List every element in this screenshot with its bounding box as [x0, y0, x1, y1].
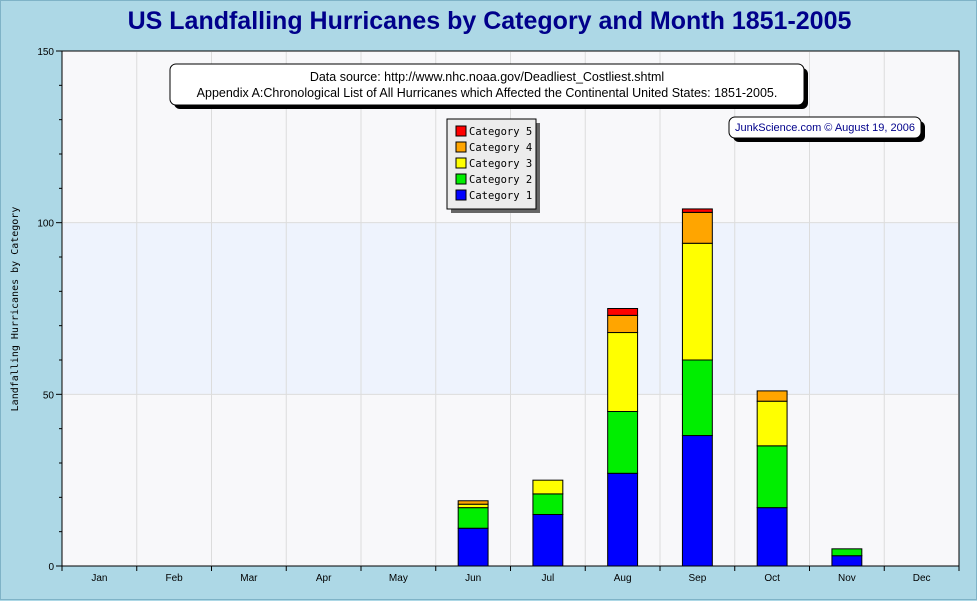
credit-text: JunkScience.com © August 19, 2006 [735, 122, 915, 134]
x-tick-label: Nov [838, 573, 856, 584]
bar-segment [457, 527, 489, 567]
y-tick-label: 150 [37, 47, 54, 58]
legend-swatch [455, 157, 467, 169]
bar-segment [532, 493, 564, 515]
bar-segment [532, 479, 564, 495]
x-tick-label: Oct [764, 573, 780, 584]
bar-segment [681, 208, 713, 213]
source-note-line1: Data source: http://www.nhc.noaa.gov/Dea… [310, 70, 664, 84]
bar-segment [681, 211, 713, 244]
legend-swatch [455, 141, 467, 153]
x-tick-label: Jan [91, 573, 107, 584]
bar-segment [457, 507, 489, 529]
bar-segment [831, 548, 863, 557]
x-tick-label: Aug [614, 573, 632, 584]
chart-title: US Landfalling Hurricanes by Category an… [127, 7, 852, 35]
bar-segment [681, 359, 713, 437]
bar-segment [607, 314, 639, 334]
legend-label: Category 2 [469, 174, 532, 186]
bar-segment [457, 503, 489, 509]
credit-box: JunkScience.com © August 19, 2006 [728, 116, 925, 142]
bar-segment [607, 308, 639, 316]
legend-swatch [455, 125, 467, 137]
legend-swatch [455, 173, 467, 185]
x-tick-label: Jul [541, 573, 554, 584]
axes: 0 50 100 150 Jan Feb Mar Apr May Jun Jul Aug Sep Oct N… [37, 47, 960, 584]
bar-segment [756, 390, 788, 402]
source-note: Data source: http://www.nhc.noaa.gov/Dea… [169, 63, 808, 109]
bar-segment [532, 514, 564, 567]
x-tick-label: Dec [913, 573, 931, 584]
y-axis-label: Landfalling Hurricanes by Category [10, 207, 21, 412]
bar-segment [457, 500, 489, 505]
x-tick-label: Feb [166, 573, 184, 584]
legend: Category 5 Category 4 Category 3 Category 2… [446, 118, 540, 213]
x-tick-label: Sep [688, 573, 706, 584]
gridlines [63, 52, 958, 565]
x-tick-label: May [389, 573, 408, 584]
bar-segment [831, 555, 863, 567]
bar-segment [756, 507, 788, 567]
bar-segment [756, 400, 788, 447]
legend-label: Category 3 [469, 158, 532, 170]
x-tick-label: Apr [316, 573, 332, 584]
legend-label: Category 4 [469, 142, 532, 154]
bar-segment [756, 445, 788, 509]
bar-segment [607, 332, 639, 412]
source-note-line2: Appendix A:Chronological List of All Hur… [197, 86, 778, 100]
bar-segment [607, 411, 639, 474]
y-tick-label: 0 [48, 562, 54, 573]
legend-swatch [455, 189, 467, 201]
y-tick-label: 100 [37, 219, 54, 230]
bar-segment [681, 242, 713, 361]
x-tick-label: Jun [465, 573, 481, 584]
bar-segment [681, 435, 713, 567]
y-tick-label: 50 [43, 390, 55, 401]
bar-segment [607, 472, 639, 567]
bars [457, 208, 863, 567]
legend-label: Category 1 [469, 190, 532, 202]
legend-label: Category 5 [469, 126, 532, 138]
x-tick-label: Mar [240, 573, 258, 584]
